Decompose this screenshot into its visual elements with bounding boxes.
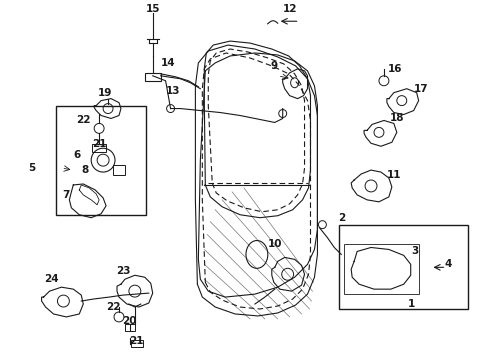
Text: 19: 19	[98, 88, 112, 98]
Bar	[125, 324, 135, 331]
Text: 12: 12	[282, 4, 297, 14]
Text: 13: 13	[165, 86, 180, 96]
Text: 6: 6	[74, 150, 81, 160]
Text: 10: 10	[268, 239, 282, 249]
Bar	[145, 73, 161, 81]
Text: 3: 3	[411, 247, 418, 256]
Text: 8: 8	[82, 165, 89, 175]
Text: 15: 15	[146, 4, 160, 14]
Text: 24: 24	[44, 274, 59, 284]
Text: 9: 9	[270, 61, 277, 71]
Text: 5: 5	[28, 163, 35, 173]
Text: 20: 20	[122, 316, 136, 326]
Text: 21: 21	[129, 336, 144, 346]
Text: 22: 22	[106, 302, 120, 312]
Text: 1: 1	[408, 299, 416, 309]
Bar	[131, 340, 143, 347]
Text: 7: 7	[63, 190, 70, 200]
Text: 22: 22	[76, 116, 91, 126]
Bar	[339, 225, 468, 309]
Text: 18: 18	[390, 113, 404, 123]
Bar	[344, 244, 418, 294]
Bar	[56, 105, 146, 215]
Bar	[92, 144, 106, 152]
Bar	[113, 165, 125, 175]
Text: 17: 17	[414, 84, 428, 94]
Text: 2: 2	[338, 213, 345, 223]
Text: 21: 21	[92, 139, 106, 149]
Text: 16: 16	[388, 64, 402, 74]
Text: 23: 23	[116, 266, 130, 276]
Text: 11: 11	[387, 170, 401, 180]
Text: 14: 14	[161, 58, 176, 68]
Text: 4: 4	[445, 259, 452, 269]
